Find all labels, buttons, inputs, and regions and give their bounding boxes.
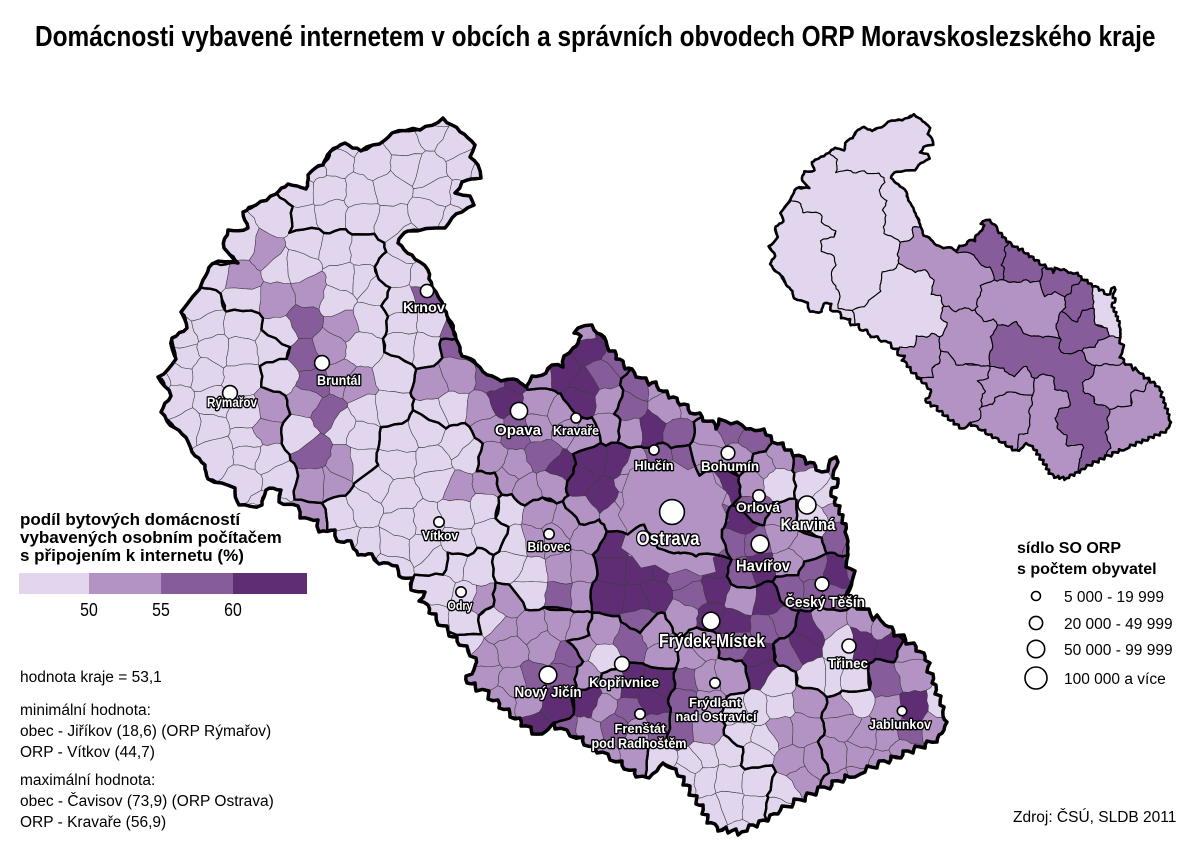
svg-text:Bílovec: Bílovec — [528, 539, 571, 554]
svg-text:Rýmařov: Rýmařov — [207, 395, 257, 410]
svg-text:Frýdek-Místek: Frýdek-Místek — [659, 631, 766, 651]
svg-text:Frenštát: Frenštát — [615, 721, 667, 736]
svg-text:Český Těšín: Český Těšín — [785, 593, 865, 611]
svg-text:Bruntál: Bruntál — [317, 373, 361, 388]
svg-text:Krnov: Krnov — [403, 300, 446, 315]
svg-text:Odry: Odry — [448, 599, 473, 613]
svg-text:nad Ostravicí: nad Ostravicí — [676, 709, 757, 724]
svg-text:Kravaře: Kravaře — [553, 423, 599, 438]
svg-text:Ostrava: Ostrava — [637, 528, 700, 550]
svg-text:Havířov: Havířov — [736, 558, 790, 575]
svg-text:Hlučín: Hlučín — [635, 458, 674, 473]
svg-text:Třinec: Třinec — [828, 655, 868, 671]
svg-text:Kopřivnice: Kopřivnice — [589, 674, 659, 690]
svg-text:Vítkov: Vítkov — [422, 529, 458, 543]
svg-text:pod Radhoštěm: pod Radhoštěm — [592, 736, 687, 751]
svg-text:Frýdlant: Frýdlant — [689, 695, 742, 710]
svg-text:Nový Jičín: Nový Jičín — [515, 684, 582, 701]
svg-text:Bohumín: Bohumín — [701, 458, 759, 474]
svg-text:Opava: Opava — [495, 422, 542, 439]
svg-text:Karviná: Karviná — [781, 515, 836, 534]
svg-text:Jablunkov: Jablunkov — [869, 716, 931, 732]
svg-text:Orlová: Orlová — [736, 500, 780, 515]
